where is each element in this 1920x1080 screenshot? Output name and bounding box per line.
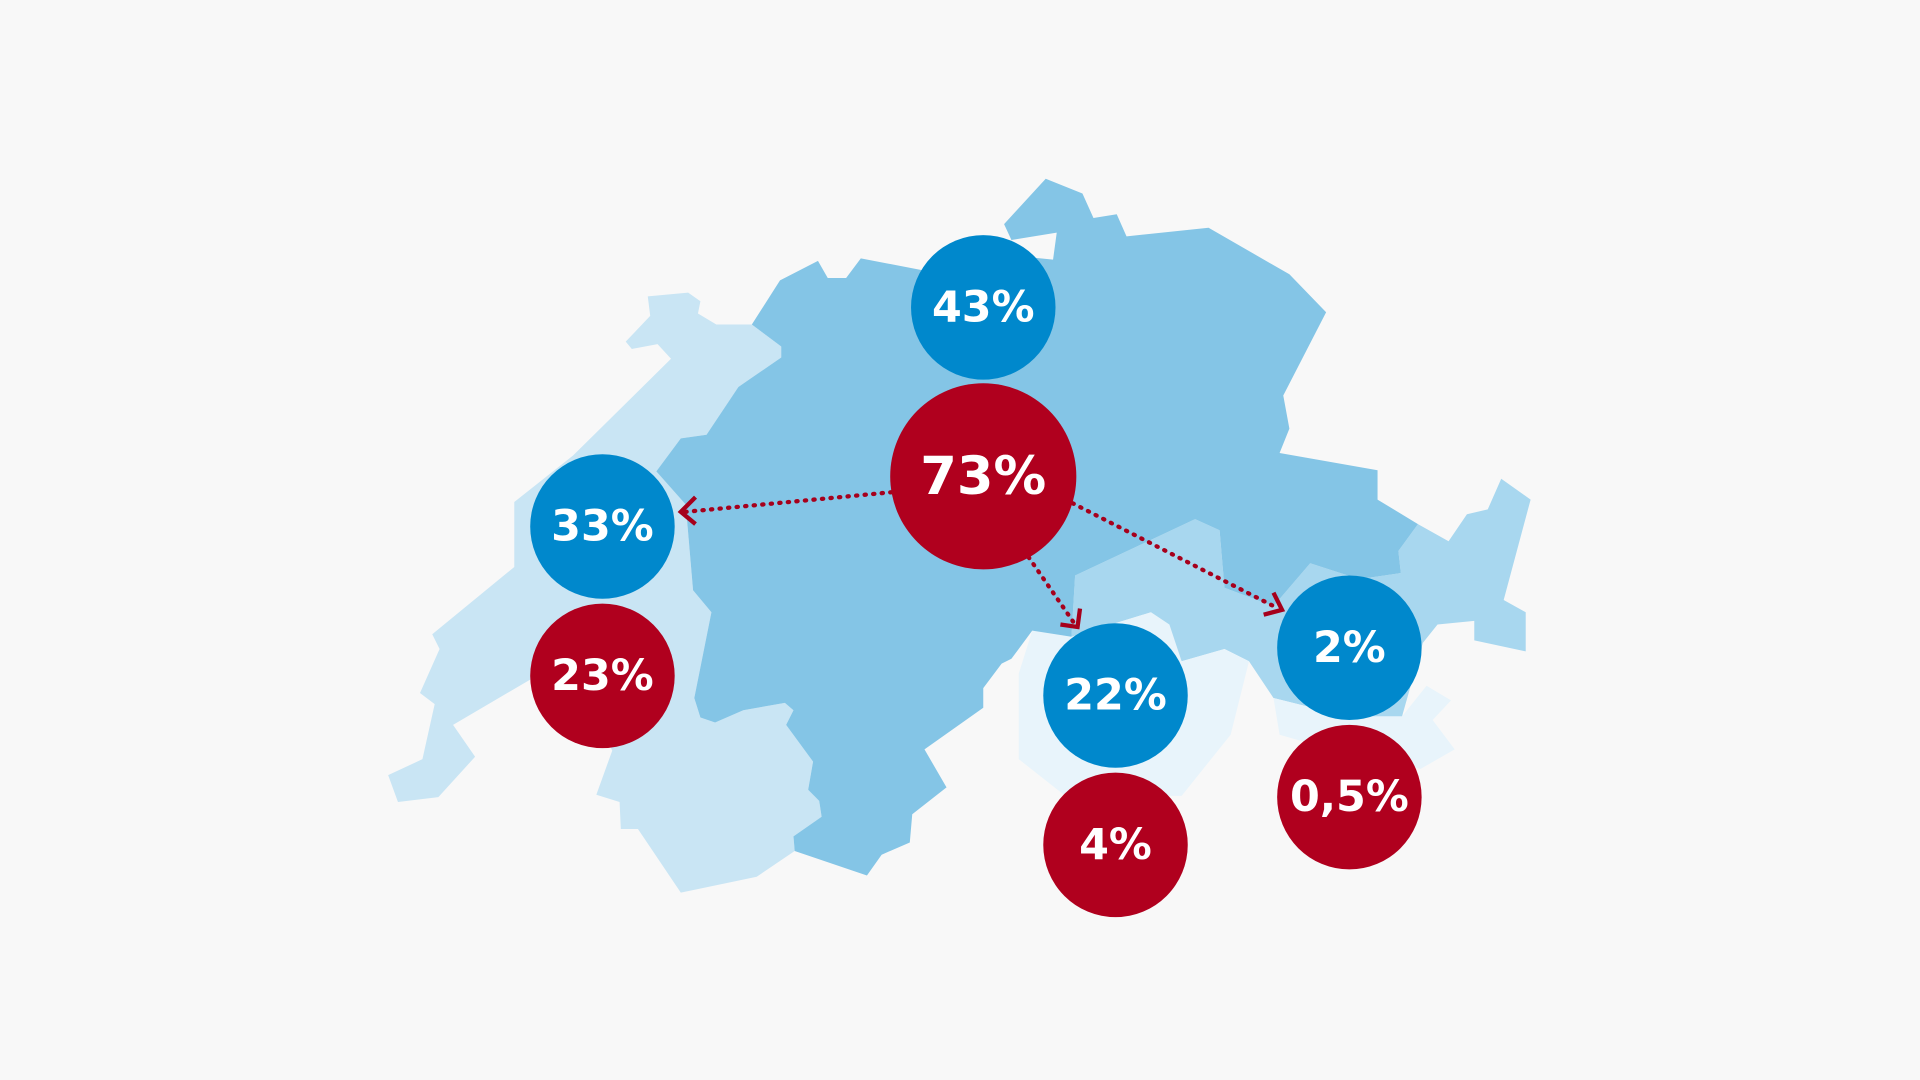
bubble xyxy=(1277,724,1422,870)
bubble xyxy=(1043,623,1188,768)
bubble-label: 0,5% xyxy=(1290,772,1409,822)
bubble xyxy=(530,454,675,599)
bubble xyxy=(1043,772,1188,918)
bubble xyxy=(911,235,1056,380)
arrows xyxy=(677,490,1286,630)
arrow-line xyxy=(683,490,894,514)
bubble-label: 33% xyxy=(551,502,654,552)
bubble xyxy=(890,383,1077,570)
bubbles: 43% 73% 33% 23% 22% 4% 2% 0,5% xyxy=(530,235,1422,918)
bubble-label: 23% xyxy=(551,651,654,701)
bubble-label: 22% xyxy=(1064,671,1167,721)
bubble-label: 73% xyxy=(920,446,1046,507)
bubble xyxy=(1277,575,1422,720)
arrow-head xyxy=(1060,608,1083,630)
bubble-label: 4% xyxy=(1079,820,1152,870)
arrow-head xyxy=(1263,591,1286,617)
bubble-label: 2% xyxy=(1313,623,1386,673)
arrow-head xyxy=(677,495,698,526)
bubble-label: 43% xyxy=(932,282,1035,332)
arrow-line xyxy=(1026,555,1078,627)
bubble xyxy=(530,603,675,749)
